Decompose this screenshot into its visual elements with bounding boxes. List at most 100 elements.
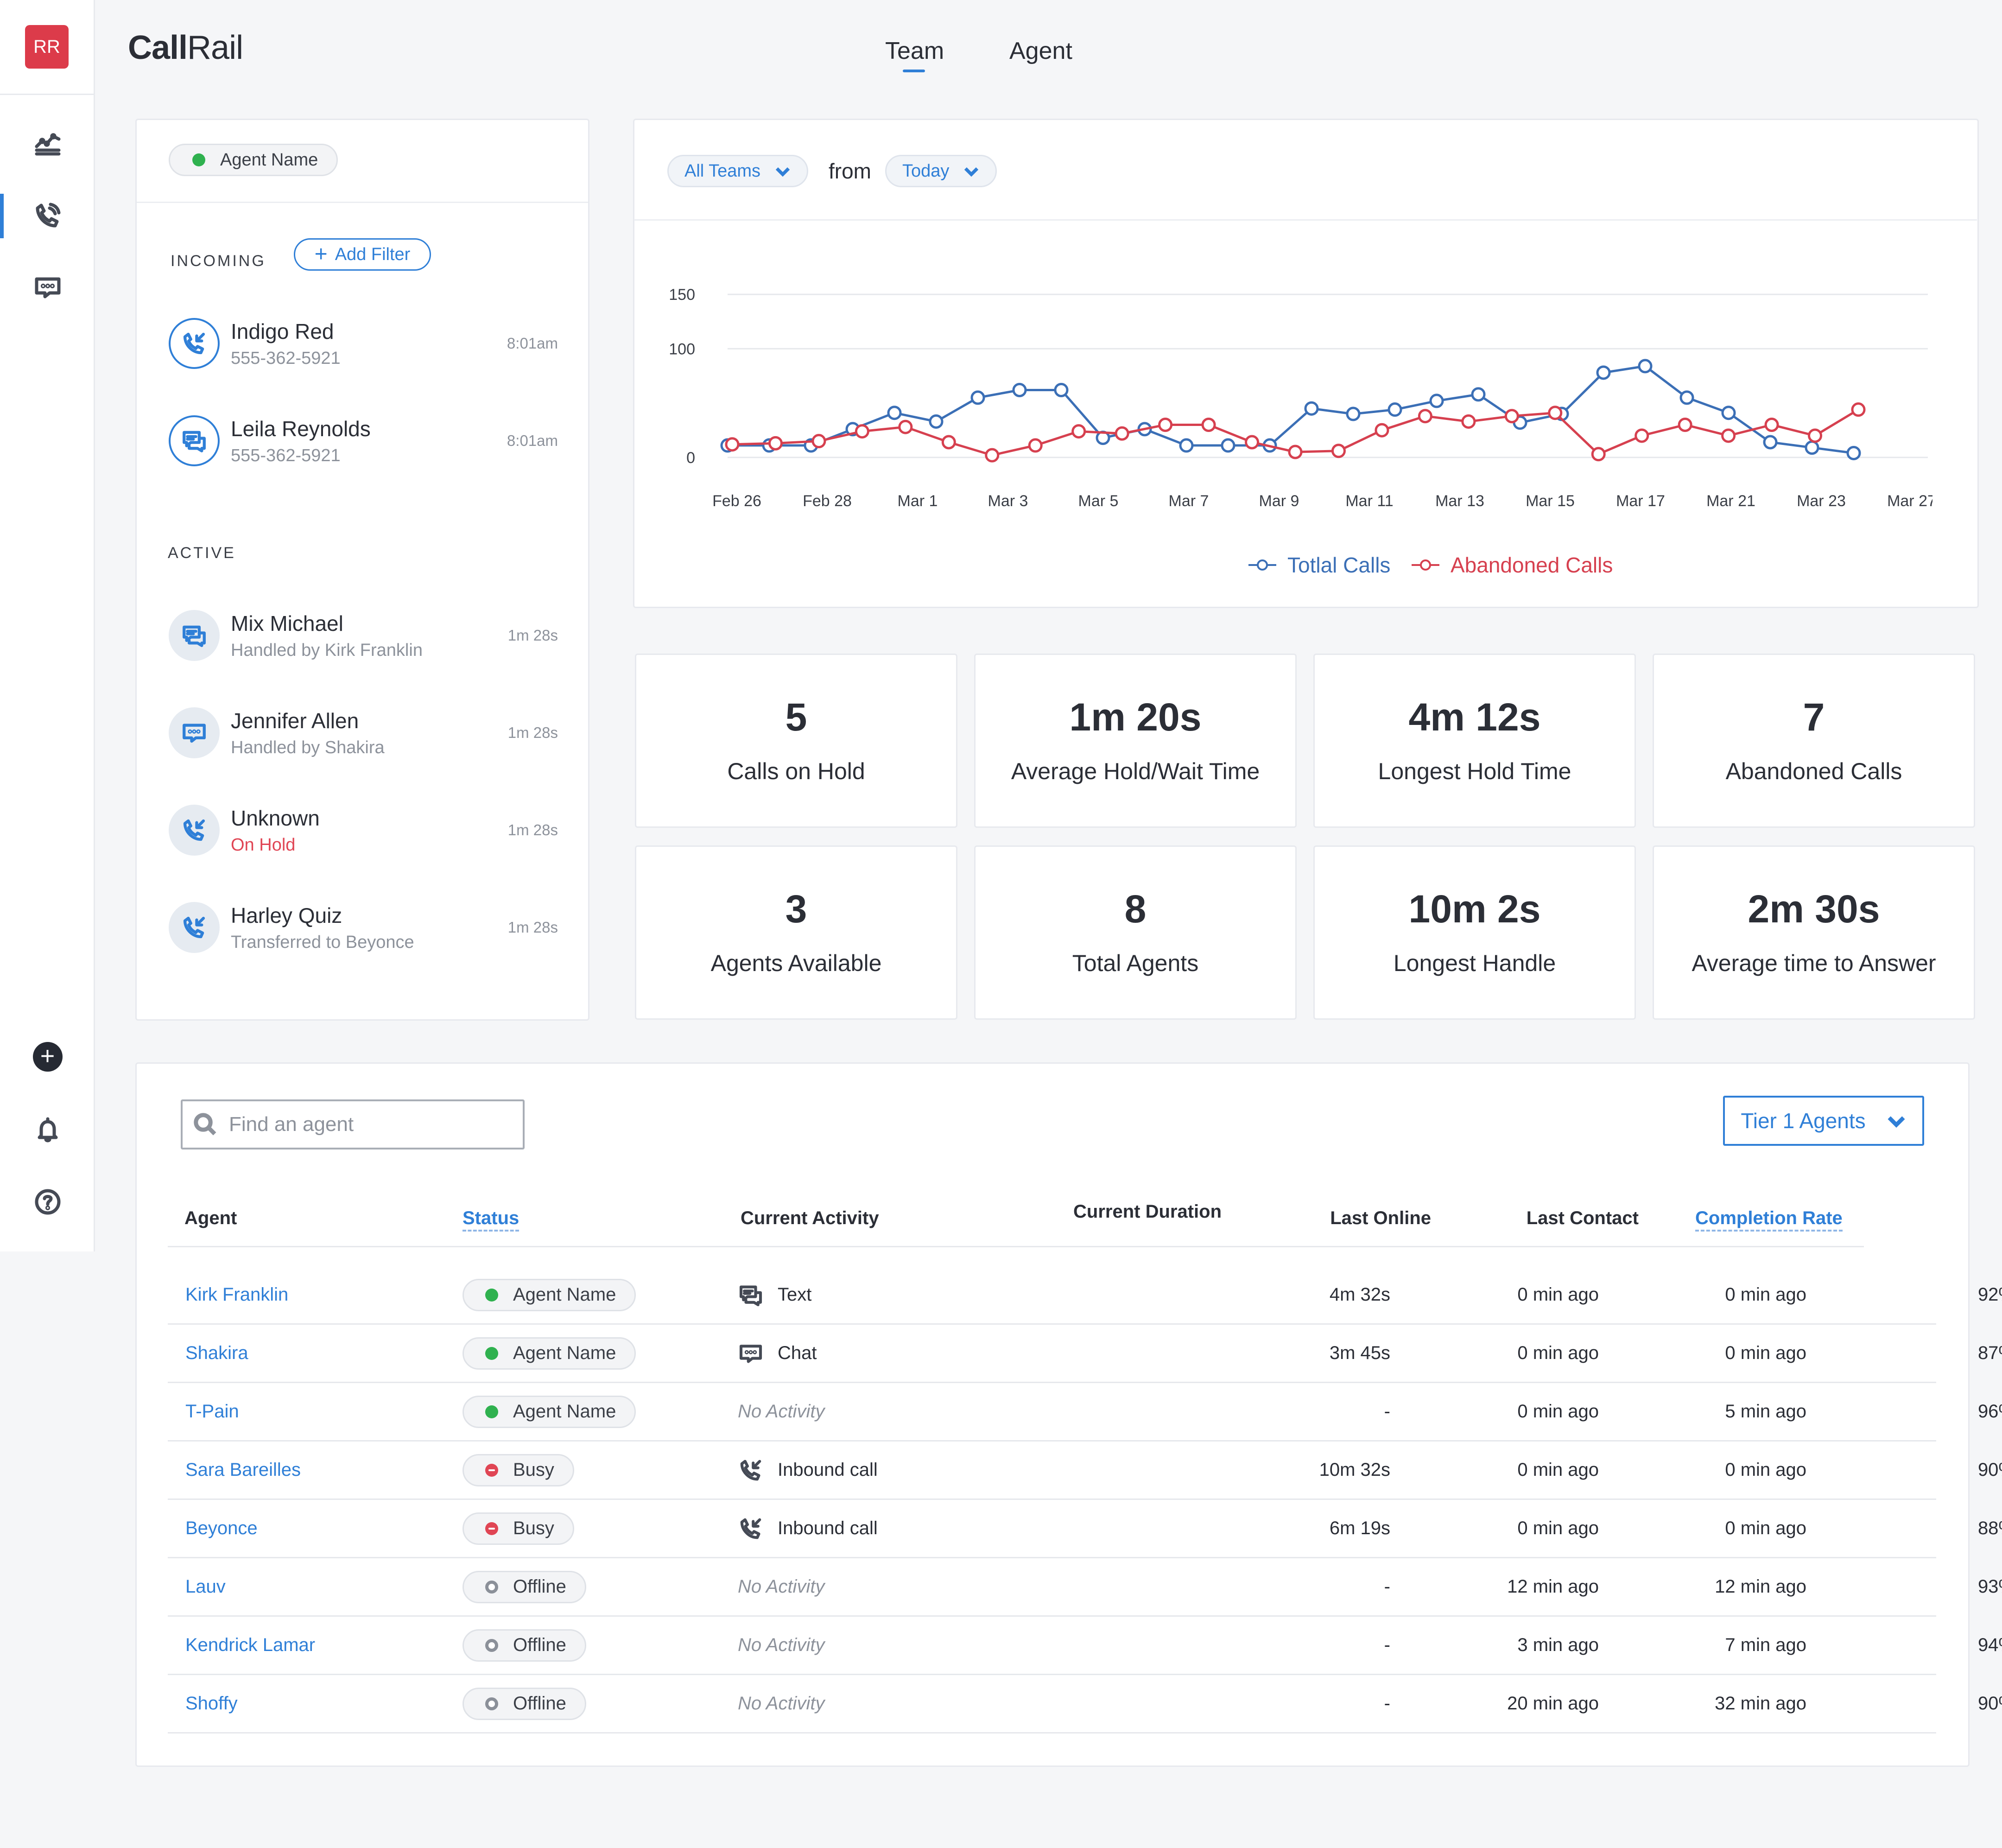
last-online: 0 min ago xyxy=(1517,1284,1599,1305)
queue-call-item[interactable]: Mix Michael Handled by Kirk Franklin 1m 28… xyxy=(169,605,558,666)
x-tick-label: Mar 27 xyxy=(1887,492,1932,510)
plus-icon: + xyxy=(314,242,328,267)
rail-notifications-button[interactable] xyxy=(0,1105,95,1156)
last-online: 0 min ago xyxy=(1517,1460,1599,1480)
x-tick-label: Mar 1 xyxy=(898,492,938,510)
data-point xyxy=(1764,418,1779,432)
status-cell: Agent Name xyxy=(462,1325,636,1382)
agent-name-link[interactable]: Sara Bareilles xyxy=(185,1460,301,1480)
stat-value: 7 xyxy=(1803,695,1825,739)
stat-value: 3 xyxy=(785,887,807,931)
agent-name-link[interactable]: Shakira xyxy=(185,1343,248,1363)
completion-rate: 88% xyxy=(1977,1518,2002,1538)
status-badge: Busy xyxy=(462,1454,574,1486)
agent-name-link[interactable]: T-Pain xyxy=(185,1401,239,1422)
activity-label: No Activity xyxy=(738,1576,825,1597)
tier-select[interactable]: Tier 1 Agents xyxy=(1723,1096,1924,1146)
table-row[interactable]: Shakira Agent Name Chat 3m 45s 0 min ago 0 mi… xyxy=(168,1325,2002,1383)
caller-detail: 555-362-5921 xyxy=(231,446,341,465)
queue-call-item[interactable]: Indigo Red 555-362-5921 8:01am xyxy=(169,313,558,374)
current-duration: 3m 45s xyxy=(1329,1343,1390,1363)
agent-status-pill[interactable]: Agent Name xyxy=(169,144,338,176)
last-contact: 12 min ago xyxy=(1715,1576,1806,1597)
date-select[interactable]: Today xyxy=(885,155,997,187)
call-time: 1m 28s xyxy=(507,919,558,936)
data-point xyxy=(1638,359,1653,374)
column-header-last-contact[interactable]: Last Contact xyxy=(1526,1208,1639,1228)
add-filter-button[interactable]: + Add Filter xyxy=(294,238,431,271)
agent-name-link[interactable]: Shoffy xyxy=(185,1693,238,1714)
data-point xyxy=(1346,406,1361,421)
legend-abandoned-marker xyxy=(1412,559,1439,571)
last-online: 0 min ago xyxy=(1517,1401,1599,1422)
table-row[interactable]: T-Pain Agent Name No Activity - 0 min ago 5 m… xyxy=(168,1383,2002,1442)
chat-bubble-icon xyxy=(35,277,60,298)
rail-add-button[interactable]: + xyxy=(0,1031,95,1082)
table-row[interactable]: Kendrick Lamar Offline No Activity - 3 min a… xyxy=(168,1617,2002,1675)
data-point xyxy=(1461,414,1476,429)
rail-analytics-button[interactable] xyxy=(0,117,95,168)
column-header-current-activity[interactable]: Current Activity xyxy=(741,1208,879,1228)
queue-call-item[interactable]: Jennifer Allen Handled by Shakira 1m 28s xyxy=(169,703,558,763)
column-header-current-duration[interactable]: Current Duration xyxy=(1073,1201,1222,1222)
caller-detail: Handled by Shakira xyxy=(231,738,385,757)
table-header-divider xyxy=(168,1246,1864,1247)
queue-call-item[interactable]: Unknown On Hold 1m 28s xyxy=(169,800,558,860)
column-header-completion-rate[interactable]: Completion Rate xyxy=(1695,1208,1843,1232)
last-contact: 0 min ago xyxy=(1725,1518,1806,1538)
rail-calls-button[interactable] xyxy=(0,190,95,241)
call-queue-card xyxy=(135,119,589,1021)
status-dot-icon xyxy=(485,1463,498,1477)
column-header-last-online[interactable]: Last Online xyxy=(1330,1208,1431,1228)
caller-detail: On Hold xyxy=(231,835,296,855)
table-row[interactable]: Kirk Franklin Agent Name Text 4m 32s 0 min a… xyxy=(168,1266,2002,1325)
x-tick-label: Mar 17 xyxy=(1616,492,1665,510)
last-contact: 5 min ago xyxy=(1725,1401,1806,1422)
team-select[interactable]: All Teams xyxy=(667,155,809,187)
agent-name-link[interactable]: Kendrick Lamar xyxy=(185,1635,316,1655)
queue-call-item[interactable]: Leila Reynolds 555-362-5921 8:01am xyxy=(169,411,558,471)
status-cell: Offline xyxy=(462,1675,586,1732)
agent-name-link[interactable]: Beyonce xyxy=(185,1518,258,1538)
caller-name: Unknown xyxy=(231,806,320,830)
tab-agent[interactable]: Agent xyxy=(1009,38,1072,64)
last-contact: 32 min ago xyxy=(1715,1693,1806,1714)
table-row[interactable]: Sara Bareilles Busy Inbound call 10m 32s 0 m… xyxy=(168,1442,2002,1500)
data-point xyxy=(1596,365,1611,380)
status-label: Agent Name xyxy=(513,1401,616,1422)
user-avatar[interactable]: RR xyxy=(25,25,69,69)
status-label: Agent Name xyxy=(513,1343,616,1363)
status-cell: Agent Name xyxy=(462,1383,636,1440)
rail-help-button[interactable] xyxy=(0,1176,95,1227)
column-header-agent[interactable]: Agent xyxy=(184,1208,237,1228)
rail-chat-button[interactable] xyxy=(0,262,95,313)
queue-call-item[interactable]: Harley Quiz Transferred to Beyonce 1m 28s xyxy=(169,897,558,958)
status-dot-icon xyxy=(485,1697,498,1710)
status-cell: Busy xyxy=(462,1442,574,1499)
table-row[interactable]: Shoffy Offline No Activity - 20 min ago 32 mi… xyxy=(168,1675,2002,1734)
data-point xyxy=(1387,402,1402,417)
data-point xyxy=(1158,418,1173,432)
last-online: 12 min ago xyxy=(1507,1576,1599,1597)
column-header-status[interactable]: Status xyxy=(462,1208,520,1232)
activity-cell: Inbound call xyxy=(738,1442,878,1499)
tab-team[interactable]: Team xyxy=(885,38,944,64)
caller-name: Leila Reynolds xyxy=(231,417,371,441)
calls-line-chart: 0 100 150 Feb 26 Feb 28 Mar 1 Mar 3 Mar 5 Mar 7 M… xyxy=(669,286,1932,510)
agent-name-link[interactable]: Kirk Franklin xyxy=(185,1284,289,1305)
agent-search-field[interactable] xyxy=(181,1099,525,1149)
agent-search-input[interactable] xyxy=(229,1113,507,1136)
agent-name-link[interactable]: Lauv xyxy=(185,1576,226,1597)
x-tick-label: Feb 26 xyxy=(712,492,761,510)
status-badge: Busy xyxy=(462,1512,574,1545)
legend-abandoned-calls[interactable]: Abandoned Calls xyxy=(1411,552,1613,578)
table-row[interactable]: Beyonce Busy Inbound call 6m 19s 0 min ago 0 … xyxy=(168,1500,2002,1558)
call-type-badge xyxy=(169,902,220,953)
activity-label: Text xyxy=(778,1284,812,1305)
legend-total-marker xyxy=(1248,559,1276,571)
data-point xyxy=(768,436,783,451)
table-row[interactable]: Lauv Offline No Activity - 12 min ago 12 min … xyxy=(168,1558,2002,1617)
legend-total-calls[interactable]: Totlal Calls xyxy=(1248,552,1390,578)
data-point xyxy=(1179,438,1194,453)
chart-card xyxy=(633,119,1979,608)
